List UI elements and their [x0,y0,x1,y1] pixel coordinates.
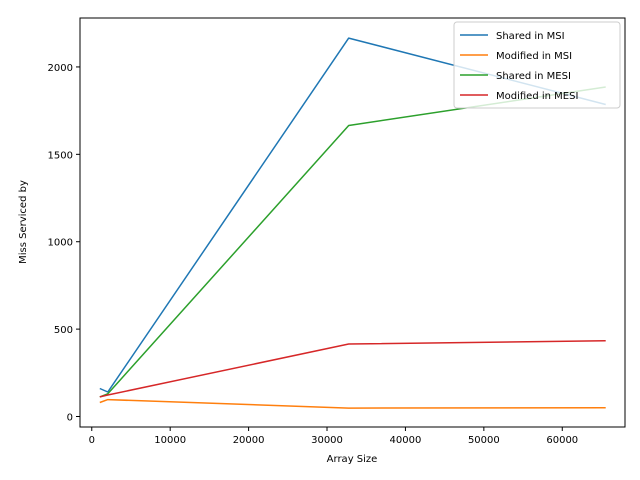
series-line [99,398,606,409]
x-axis-label: Array Size [327,454,378,465]
y-tick-label: 1000 [48,238,73,249]
y-tick-label: 0 [67,413,73,424]
x-tick-label: 20000 [233,435,265,446]
legend-label: Shared in MSI [496,31,565,42]
y-tick-label: 1500 [48,150,73,161]
series-line [99,340,606,398]
x-tick-label: 60000 [546,435,578,446]
y-axis-label: Miss Serviced by [18,180,29,264]
y-tick-label: 2000 [48,63,73,74]
x-tick-label: 40000 [390,435,422,446]
legend-label: Modified in MSI [496,51,572,62]
legend-label: Shared in MESI [496,71,571,82]
legend-box [453,21,621,109]
x-tick-label: 10000 [154,435,186,446]
y-tick-label: 500 [54,325,73,336]
x-tick-label: 30000 [311,435,343,446]
plot-frame [79,17,626,428]
x-tick-label: 50000 [468,435,500,446]
legend-label: Modified in MESI [496,91,578,102]
x-tick-label: 0 [89,435,95,446]
ticks-layer: 0 10000 20000 30000 40000 50000 60000 0 500 1000 1… [48,63,579,446]
legend: Shared in MSI Modified in MSI Shared in ME… [453,21,621,109]
